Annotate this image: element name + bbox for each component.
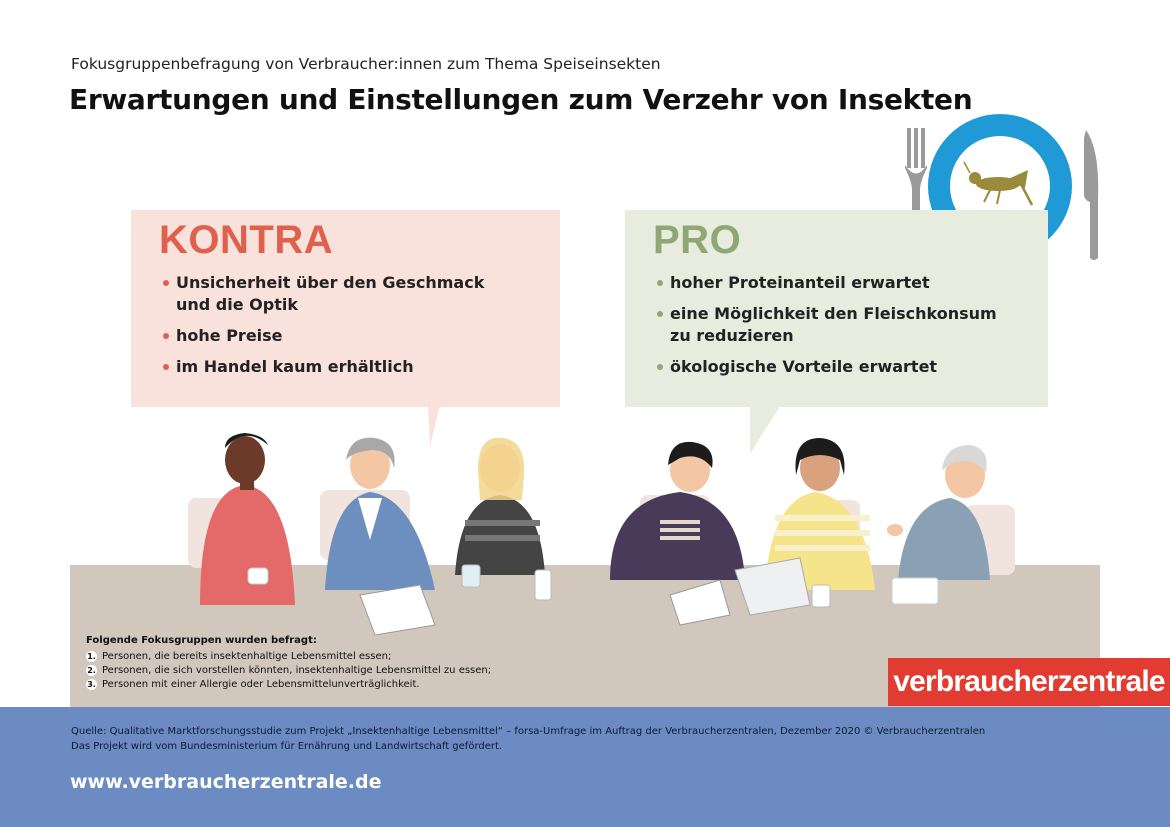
person-5 [734, 438, 875, 616]
kontra-item: hohe Preise [163, 325, 484, 347]
kontra-bubble-tail [428, 406, 440, 446]
pro-item-text: hoher Proteinanteil erwartet [670, 273, 930, 292]
focus-group-item: 1. Personen, die bereits insektenhaltige… [86, 649, 491, 663]
focus-group-text: Personen, die bereits insektenhaltige Le… [102, 650, 392, 662]
kontra-item-continued: und die Optik [163, 294, 484, 316]
focus-group-text: Personen mit einer Allergie oder Lebensm… [102, 678, 420, 690]
pro-heading: PRO [653, 218, 742, 262]
pro-item-text: zu reduzieren [670, 326, 794, 345]
focus-group-illustration [188, 433, 1015, 636]
verbraucherzentrale-logo: verbraucherzentrale [888, 658, 1170, 706]
subtitle: Fokusgruppenbefragung von Verbraucher:in… [71, 55, 661, 73]
pro-item-text: eine Möglichkeit den Fleischkonsum [670, 304, 997, 323]
kontra-item-text: hohe Preise [176, 326, 283, 345]
focus-group-text: Personen, die sich vorstellen könnten, i… [102, 664, 492, 676]
page-title: Erwartungen und Einstellungen zum Verzeh… [69, 83, 973, 116]
pro-bubble: PRO hoher Proteinanteil erwartet eine Mö… [625, 210, 1048, 407]
funding-line: Das Projekt wird vom Bundesministerium f… [71, 741, 503, 752]
source-note: Quelle: Qualitative Marktforschungsstudi… [71, 724, 985, 754]
kontra-heading: KONTRA [159, 218, 334, 262]
person-3 [455, 437, 552, 601]
pro-item-text: ökologische Vorteile erwartet [670, 357, 938, 376]
focus-group-item: 3. Personen mit einer Allergie oder Lebe… [86, 677, 491, 691]
kontra-bubble: KONTRA Unsicherheit über den Geschmack u… [131, 210, 560, 407]
focus-groups-list: Folgende Fokusgruppen wurden befragt: 1.… [86, 635, 491, 691]
knife-icon [1084, 130, 1099, 260]
focus-groups-heading: Folgende Fokusgruppen wurden befragt: [86, 635, 317, 646]
pro-list: hoher Proteinanteil erwartet eine Möglic… [657, 272, 997, 387]
number-badge: 2. [86, 664, 97, 676]
kontra-item-text: im Handel kaum erhältlich [176, 357, 414, 376]
pro-bubble-tail [750, 406, 780, 454]
person-2 [325, 437, 436, 636]
kontra-item-text: und die Optik [176, 295, 298, 314]
person-4 [610, 441, 745, 626]
pro-item: eine Möglichkeit den Fleischkonsum [657, 303, 997, 325]
kontra-item: im Handel kaum erhältlich [163, 356, 484, 378]
website-link[interactable]: www.verbraucherzentrale.de [70, 771, 382, 793]
kontra-item-text: Unsicherheit über den Geschmack [176, 273, 485, 292]
grasshopper-icon [963, 161, 1034, 206]
person-6 [887, 445, 990, 605]
kontra-list: Unsicherheit über den Geschmack und die … [163, 272, 484, 387]
kontra-item: Unsicherheit über den Geschmack [163, 272, 484, 294]
number-badge: 1. [86, 650, 97, 662]
footer [0, 707, 1170, 827]
person-1 [200, 433, 295, 605]
source-line: Quelle: Qualitative Marktforschungsstudi… [71, 726, 986, 737]
pro-item: ökologische Vorteile erwartet [657, 356, 997, 378]
pro-item: hoher Proteinanteil erwartet [657, 272, 997, 294]
pro-item-continued: zu reduzieren [657, 325, 997, 347]
number-badge: 3. [86, 678, 97, 690]
focus-group-item: 2. Personen, die sich vorstellen könnten… [86, 663, 491, 677]
